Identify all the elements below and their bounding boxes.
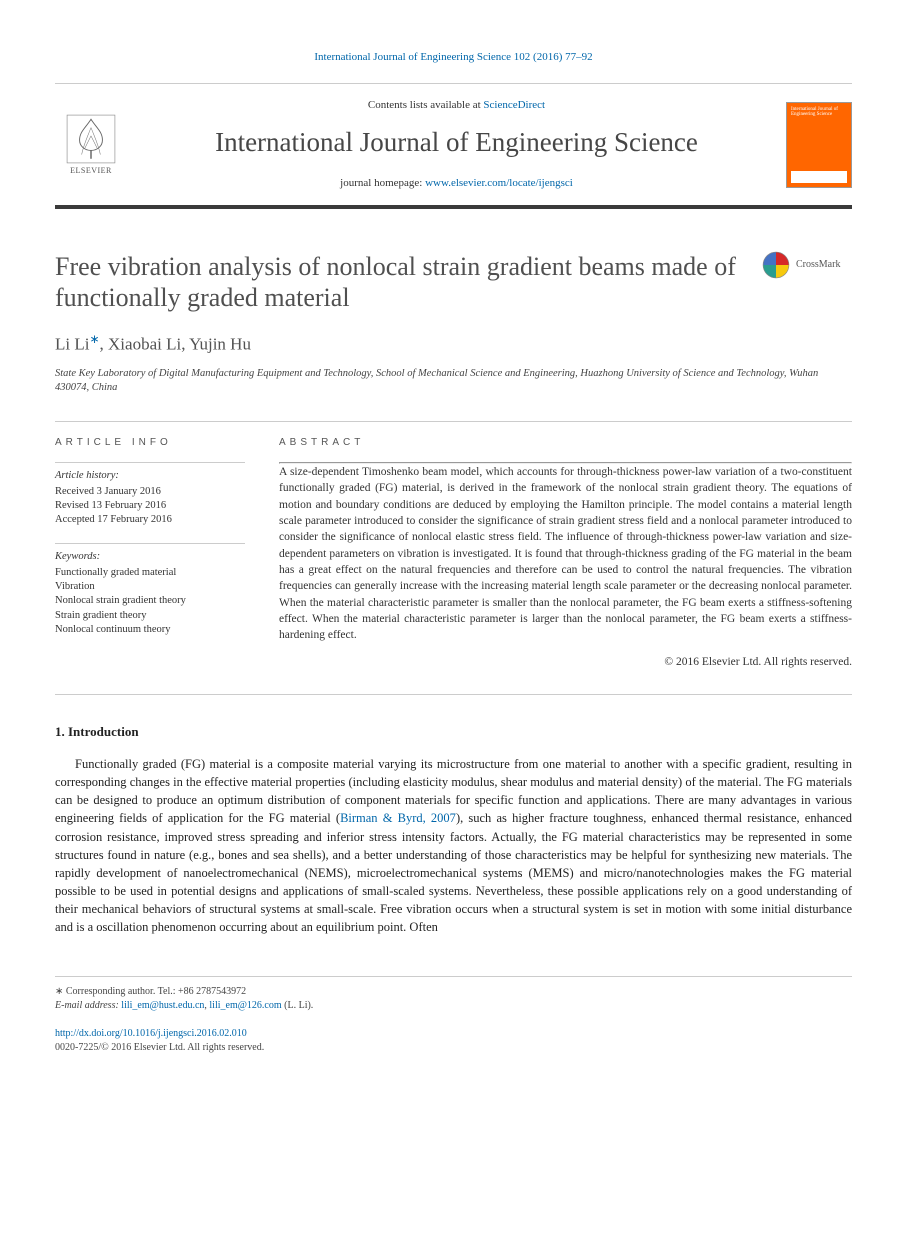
received-date: Received 3 January 2016 <box>55 485 245 499</box>
email-2[interactable]: lili_em@126.com <box>209 1000 281 1011</box>
keyword: Functionally graded material <box>55 566 245 580</box>
contents-lists-line: Contents lists available at ScienceDirec… <box>141 98 772 113</box>
authors: Li Li∗, Xiaobai Li, Yujin Hu <box>55 331 852 356</box>
masthead-center: Contents lists available at ScienceDirec… <box>141 98 772 191</box>
revised-date: Revised 13 February 2016 <box>55 499 245 513</box>
doi-link[interactable]: http://dx.doi.org/10.1016/j.ijengsci.201… <box>55 1027 852 1041</box>
divider <box>55 421 852 422</box>
footer: ∗ Corresponding author. Tel.: +86 278754… <box>55 976 852 1055</box>
keywords-label: Keywords: <box>55 550 245 565</box>
journal-name: International Journal of Engineering Sci… <box>141 124 772 162</box>
sciencedirect-link[interactable]: ScienceDirect <box>483 99 545 111</box>
article-title: Free vibration analysis of nonlocal stra… <box>55 251 742 313</box>
divider-thin <box>55 462 245 463</box>
affiliation: State Key Laboratory of Digital Manufact… <box>55 367 852 395</box>
contents-prefix: Contents lists available at <box>368 99 483 111</box>
intro-paragraph: Functionally graded (FG) material is a c… <box>55 755 852 936</box>
corresponding-mark: ∗ <box>89 332 99 346</box>
journal-cover-thumb: International Journal of Engineering Sci… <box>786 102 852 188</box>
running-head: International Journal of Engineering Sci… <box>55 50 852 65</box>
homepage-url[interactable]: www.elsevier.com/locate/ijengsci <box>425 177 573 189</box>
article-info-heading: article info <box>55 436 245 450</box>
author-1: Li Li <box>55 335 89 354</box>
homepage-line: journal homepage: www.elsevier.com/locat… <box>141 176 772 191</box>
email-line: E-mail address: lili_em@hust.edu.cn, lil… <box>55 999 852 1013</box>
abstract: abstract A size-dependent Timoshenko bea… <box>279 436 852 670</box>
elsevier-tree-icon <box>65 113 117 165</box>
crossmark-badge[interactable]: CrossMark <box>762 251 852 279</box>
email-1[interactable]: lili_em@hust.edu.cn <box>121 1000 204 1011</box>
authors-rest: , Xiaobai Li, Yujin Hu <box>100 335 251 354</box>
citation-link[interactable]: Birman & Byrd, 2007 <box>340 811 456 825</box>
intro-text-b: ), such as higher fracture toughness, en… <box>55 811 852 934</box>
abstract-heading: abstract <box>279 436 852 450</box>
keyword: Strain gradient theory <box>55 609 245 623</box>
publisher-name: ELSEVIER <box>70 165 112 176</box>
history-label: Article history: <box>55 469 245 484</box>
crossmark-label: CrossMark <box>796 258 840 272</box>
section-heading-intro: 1. Introduction <box>55 723 852 741</box>
corresponding-author: ∗ Corresponding author. Tel.: +86 278754… <box>55 985 852 999</box>
crossmark-icon <box>762 251 790 279</box>
issn-line: 0020-7225/© 2016 Elsevier Ltd. All right… <box>55 1041 852 1055</box>
email-suffix: (L. Li). <box>282 1000 314 1011</box>
cover-label: International Journal of Engineering Sci… <box>791 107 847 118</box>
keyword: Nonlocal strain gradient theory <box>55 594 245 608</box>
homepage-prefix: journal homepage: <box>340 177 425 189</box>
divider-thin <box>55 543 245 544</box>
abstract-text: A size-dependent Timoshenko beam model, … <box>279 464 852 644</box>
masthead: ELSEVIER Contents lists available at Sci… <box>55 83 852 209</box>
keyword: Nonlocal continuum theory <box>55 623 245 637</box>
email-label: E-mail address: <box>55 1000 121 1011</box>
elsevier-logo: ELSEVIER <box>55 106 127 184</box>
copyright: © 2016 Elsevier Ltd. All rights reserved… <box>279 654 852 670</box>
divider <box>55 694 852 695</box>
accepted-date: Accepted 17 February 2016 <box>55 513 245 527</box>
article-info: article info Article history: Received 3… <box>55 436 245 670</box>
keyword: Vibration <box>55 580 245 594</box>
